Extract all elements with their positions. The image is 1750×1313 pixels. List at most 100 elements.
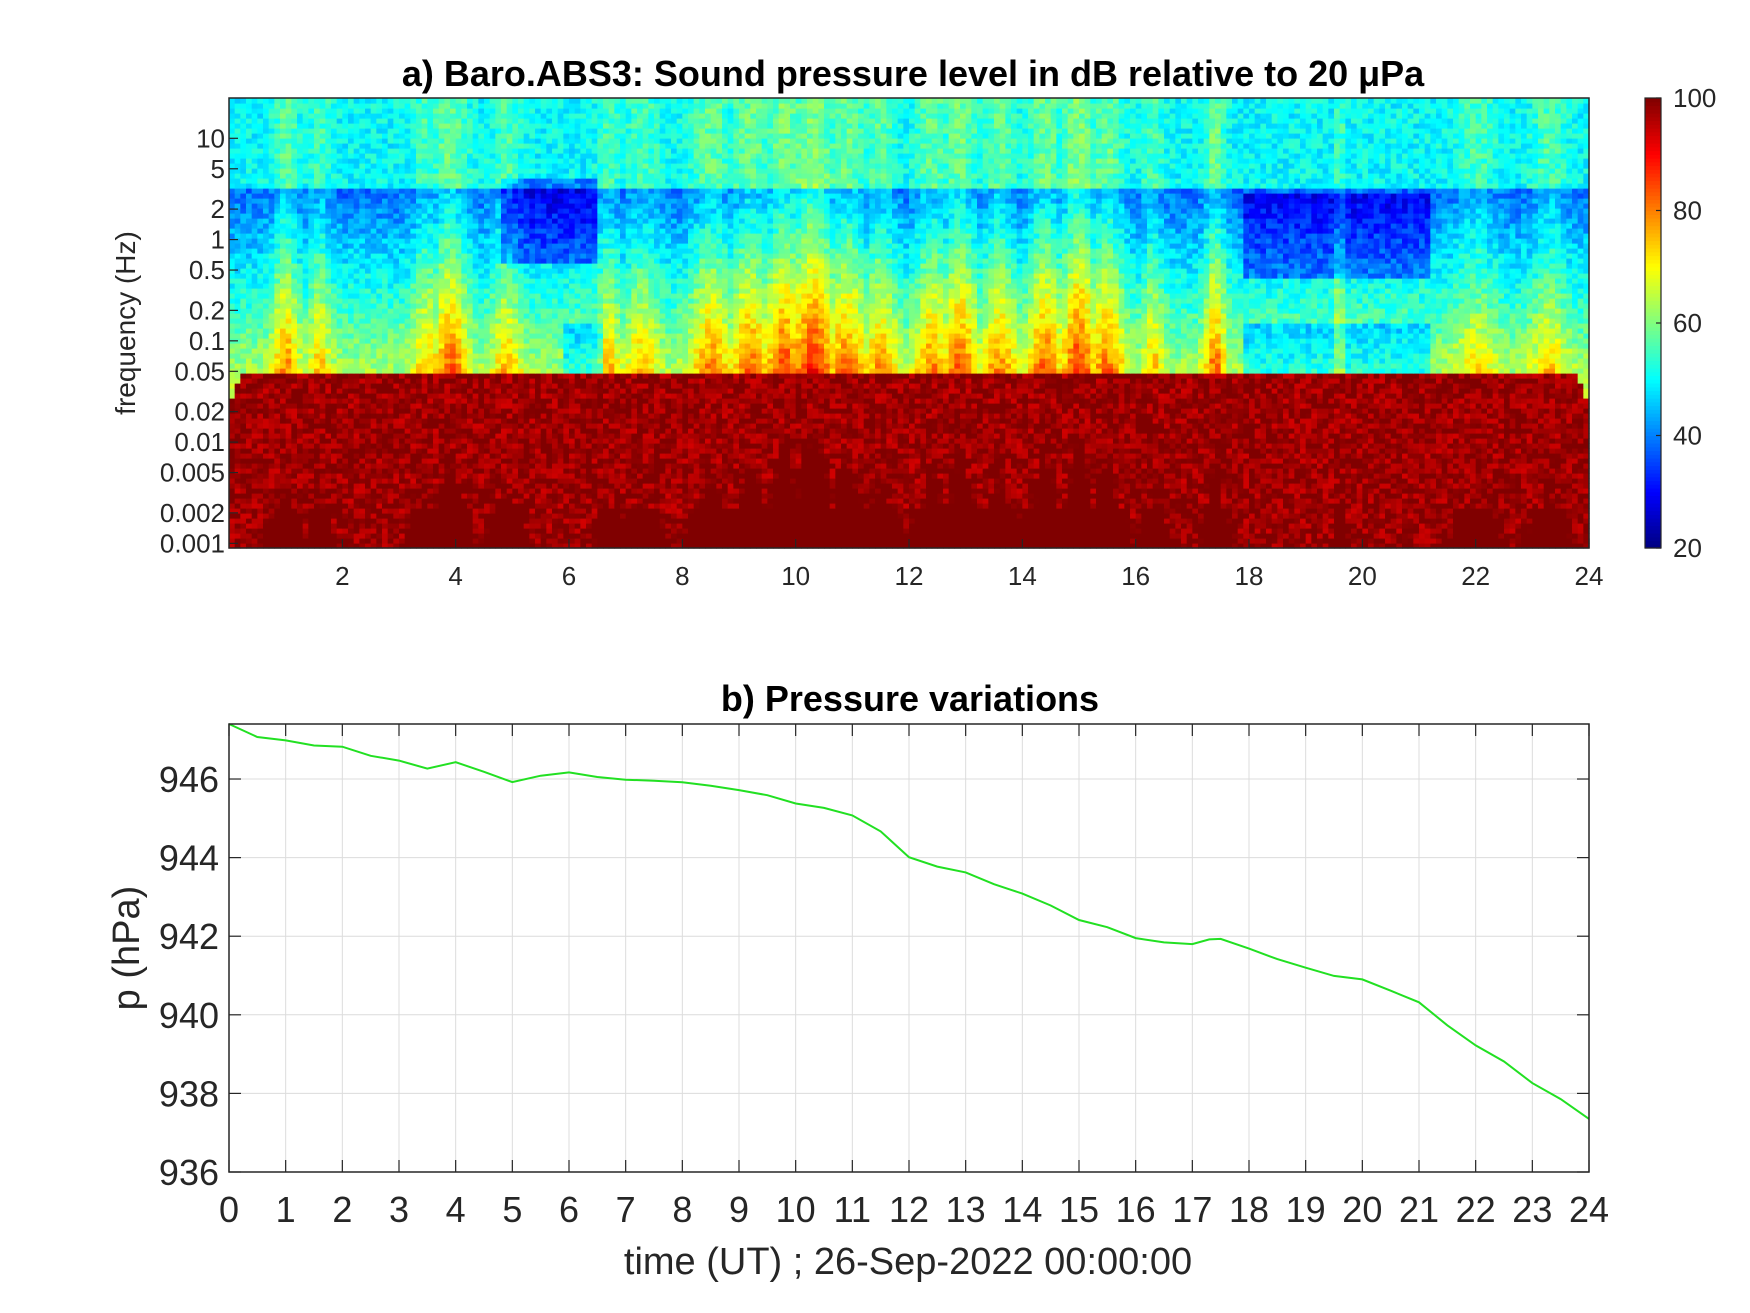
heatmap-cell <box>1459 533 1465 539</box>
heatmap-cell <box>960 538 966 544</box>
heatmap-cell <box>1113 538 1119 544</box>
heatmap-cell <box>535 528 541 534</box>
heatmap-cell <box>461 528 467 534</box>
heatmap-cell <box>1532 518 1538 524</box>
heatmap-cell <box>563 513 569 519</box>
heatmap-cell <box>240 513 246 519</box>
heatmap-cell <box>705 508 711 514</box>
heatmap-cell <box>1504 513 1510 519</box>
heatmap-cell <box>229 533 235 539</box>
heatmap-cell <box>1056 528 1062 534</box>
heatmap-cell <box>796 528 802 534</box>
heatmap-cell <box>1204 528 1210 534</box>
heatmap-cell <box>331 523 337 529</box>
heatmap-cell <box>1306 513 1312 519</box>
heatmap-cell <box>1204 523 1210 529</box>
heatmap-cell <box>631 528 637 534</box>
heatmap-cell <box>1034 518 1040 524</box>
heatmap-cell <box>388 538 394 544</box>
heatmap-cell <box>592 538 598 544</box>
heatmap-cell <box>495 528 501 534</box>
heatmap-cell <box>450 533 456 539</box>
heatmap-cell <box>677 508 683 514</box>
heatmap-cell <box>728 528 734 534</box>
heatmap-cell <box>779 523 785 529</box>
heatmap-cell <box>1238 533 1244 539</box>
heatmap-cell <box>1209 538 1215 544</box>
heatmap-cell <box>1022 538 1028 544</box>
heatmap-cell <box>1294 513 1300 519</box>
heatmap-cell <box>1158 528 1164 534</box>
heatmap-cell <box>376 508 382 514</box>
heatmap-cell <box>1062 523 1068 529</box>
heatmap-cell <box>1079 538 1085 544</box>
heatmap-cell <box>1317 518 1323 524</box>
heatmap-cell <box>1113 513 1119 519</box>
heatmap-cell <box>252 513 258 519</box>
heatmap-cell <box>626 528 632 534</box>
heatmap-cell <box>1555 528 1561 534</box>
heatmap-cell <box>524 528 530 534</box>
heatmap-cell <box>552 523 558 529</box>
heatmap-cell <box>722 513 728 519</box>
heatmap-cell <box>1561 513 1567 519</box>
heatmap-cell <box>535 518 541 524</box>
heatmap-cell <box>422 513 428 519</box>
heatmap-cell <box>1226 528 1232 534</box>
heatmap-cell <box>1153 538 1159 544</box>
heatmap-cell <box>348 508 354 514</box>
heatmap-cell <box>546 528 552 534</box>
heatmap-cell <box>552 513 558 519</box>
heatmap-cell <box>835 528 841 534</box>
heatmap-cell <box>1141 508 1147 514</box>
heatmap-cell <box>467 518 473 524</box>
heatmap-cell <box>365 523 371 529</box>
heatmap-cell <box>620 533 626 539</box>
heatmap-cell <box>1476 528 1482 534</box>
heatmap-cell <box>1068 518 1074 524</box>
heatmap-cell <box>1555 523 1561 529</box>
heatmap-cell <box>1555 518 1561 524</box>
heatmap-cell <box>688 533 694 539</box>
heatmap-cell <box>575 528 581 534</box>
heatmap-cell <box>1181 518 1187 524</box>
heatmap-cell <box>563 533 569 539</box>
heatmap-cell <box>1527 518 1533 524</box>
heatmap-cell <box>813 528 819 534</box>
heatmap-cell <box>229 538 235 544</box>
heatmap-cell <box>405 523 411 529</box>
heatmap-cell <box>677 528 683 534</box>
heatmap-cell <box>308 528 314 534</box>
heatmap-cell <box>852 523 858 529</box>
heatmap-cell <box>1532 528 1538 534</box>
heatmap-cell <box>824 518 830 524</box>
heatmap-cell <box>450 523 456 529</box>
heatmap-cell <box>1198 523 1204 529</box>
heatmap-cell <box>943 508 949 514</box>
heatmap-cell <box>1204 518 1210 524</box>
heatmap-cell <box>773 533 779 539</box>
heatmap-cell <box>739 538 745 544</box>
heatmap-cell <box>682 508 688 514</box>
heatmap-cell <box>1192 518 1198 524</box>
heatmap-cell <box>1357 528 1363 534</box>
heatmap-cell <box>1153 513 1159 519</box>
heatmap-cell <box>1459 523 1465 529</box>
heatmap-cell <box>790 528 796 534</box>
heatmap-cell <box>575 538 581 544</box>
heatmap-cell <box>1442 538 1448 544</box>
heatmap-cell <box>1238 523 1244 529</box>
heatmap-cell <box>1119 508 1125 514</box>
heatmap-cell <box>1510 523 1516 529</box>
heatmap-cell <box>1351 518 1357 524</box>
heatmap-cell <box>1447 513 1453 519</box>
heatmap-cell <box>320 508 326 514</box>
heatmap-cell <box>263 508 269 514</box>
heatmap-cell <box>427 533 433 539</box>
heatmap-cell <box>750 523 756 529</box>
heatmap-cell <box>1045 533 1051 539</box>
heatmap-cell <box>852 513 858 519</box>
heatmap-cell <box>1005 533 1011 539</box>
heatmap-cell <box>1334 533 1340 539</box>
heatmap-cell <box>1345 523 1351 529</box>
